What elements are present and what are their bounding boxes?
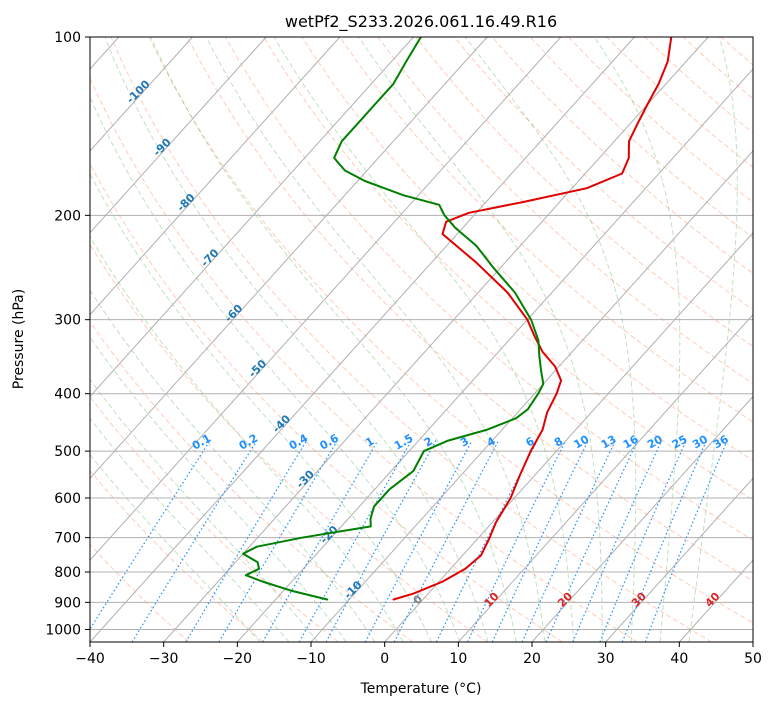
- moist-adiabat: [273, 37, 575, 642]
- isotherm-gridline: [90, 37, 414, 398]
- isotherm-gridline: [531, 395, 753, 642]
- mixing-ratio-line: [185, 440, 308, 642]
- isotherm-gridline: [236, 68, 753, 642]
- dry-adiabat: [339, 37, 753, 423]
- sounding-series: [242, 37, 673, 601]
- x-tick-label: −10: [296, 651, 326, 667]
- moist-adiabat: [90, 289, 376, 642]
- mixing-ratio-lines: [90, 440, 728, 642]
- x-tick-label: 40: [670, 651, 688, 667]
- mixing-ratio-line: [466, 440, 567, 642]
- y-tick-label: 100: [54, 30, 81, 46]
- y-tick-label: 500: [54, 444, 81, 460]
- moist-adiabat: [90, 95, 461, 642]
- x-tick-label: 30: [597, 651, 615, 667]
- mixing-ratio-line: [131, 440, 258, 642]
- moist-adiabat: [593, 37, 681, 642]
- x-tick-label: 10: [449, 651, 467, 667]
- x-tick-label: −40: [75, 651, 105, 667]
- moist-adiabat: [90, 417, 290, 642]
- x-tick-label: −30: [149, 651, 179, 667]
- moist-adiabat: [205, 37, 546, 642]
- y-tick-label: 600: [54, 491, 81, 507]
- isotherm-gridline: [90, 37, 562, 561]
- moist-adiabat: [104, 37, 489, 642]
- mixing-ratio-line: [435, 440, 538, 642]
- dry-adiabat: [90, 76, 638, 642]
- moist-adiabat: [90, 453, 261, 642]
- x-tick-label: 0: [380, 651, 389, 667]
- isotherm-gridline: [310, 150, 753, 642]
- isotherm-gridline: [163, 37, 709, 642]
- dry-adiabat: [186, 37, 753, 582]
- y-tick-label: 300: [54, 313, 81, 329]
- plot-area: -100-90-80-70-60-50-40-30-20-10 0 10 20 30 40…: [90, 37, 753, 642]
- moist-adiabat: [90, 172, 432, 642]
- dry-adiabat: [453, 37, 753, 311]
- y-axis: 100 200 300 400 500 600 700 800 900 1000: [45, 30, 90, 638]
- dry-adiabat: [377, 37, 753, 385]
- moist-adiabat: [150, 37, 517, 642]
- x-axis: −40 −30 −20 −10 0 10 20 30 40 50: [75, 642, 762, 667]
- dry-adiabat: [90, 162, 563, 642]
- plot-frame: [89, 36, 754, 643]
- y-tick-label: 700: [54, 531, 81, 547]
- temperature-line: [392, 37, 673, 601]
- isotherm-gridline: [90, 37, 635, 642]
- isotherm-gridline: [605, 477, 753, 642]
- dewpoint-line: [242, 37, 545, 601]
- dry-adiabat: [90, 470, 264, 642]
- mixing-ratio-line: [298, 440, 412, 642]
- moist-adiabat: [688, 37, 738, 642]
- dry-adiabat: [148, 37, 753, 624]
- isotherm-gridline: [90, 37, 193, 152]
- grid-lines: [90, 37, 753, 642]
- chart-title: wetPf2_S233.2026.061.16.49.R16: [285, 12, 557, 32]
- x-tick-label: 20: [523, 651, 541, 667]
- mixing-ratio-line: [218, 440, 338, 642]
- x-tick-label: −20: [223, 651, 253, 667]
- mixing-ratio-line: [521, 440, 617, 642]
- dry-adiabat: [263, 37, 753, 501]
- isotherm-gridline: [90, 37, 488, 480]
- dry-adiabat: [110, 37, 712, 642]
- y-tick-label: 200: [54, 208, 81, 224]
- mixing-ratio-line: [545, 440, 639, 642]
- y-tick-label: 800: [54, 565, 81, 581]
- x-tick-label: 50: [744, 651, 762, 667]
- mixing-ratio-line: [325, 440, 437, 642]
- moist-adiabat: [464, 37, 637, 642]
- isotherm-gridline: [90, 37, 341, 316]
- y-axis-label: Pressure (hPa): [11, 289, 27, 389]
- isotherm-gridline: [90, 37, 267, 234]
- mixing-ratio-line: [90, 440, 211, 631]
- y-tick-label: 900: [54, 595, 81, 611]
- mixing-ratio-line: [599, 440, 687, 642]
- y-tick-label: 1000: [45, 622, 81, 638]
- moist-adiabat: [358, 37, 603, 642]
- mixing-ratio-line: [572, 440, 663, 642]
- moist-adiabat: [90, 378, 319, 642]
- moist-adiabat: [90, 235, 404, 642]
- moist-adiabats: [90, 37, 738, 642]
- y-tick-label: 400: [54, 387, 81, 403]
- mixing-ratio-line: [262, 440, 379, 642]
- dry-adiabat: [224, 37, 753, 541]
- dry-adiabat: [90, 243, 488, 642]
- isotherm-gridline: [457, 313, 753, 642]
- isotherm-gridline: [384, 231, 753, 642]
- x-axis-label: Temperature (°C): [360, 681, 482, 697]
